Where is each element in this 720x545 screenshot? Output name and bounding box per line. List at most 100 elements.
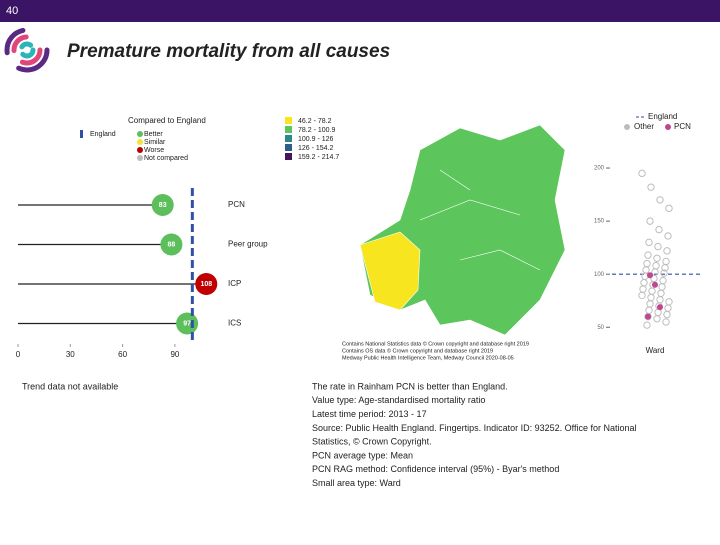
ward-point (640, 278, 648, 287)
map-legend-label: 126 - 154.2 (298, 145, 334, 152)
map-credit: Contains National Statistics data © Crow… (342, 340, 529, 347)
note-line: Statistics, © Crown Copyright. (312, 437, 432, 447)
ward-point (638, 169, 646, 178)
legend-label: Worse (144, 147, 164, 154)
lollipop-dot (160, 233, 183, 256)
note-line: Value type: Age-standardised mortality r… (312, 395, 485, 405)
map-legend-swatch (285, 144, 292, 151)
note-line: PCN RAG method: Confidence interval (95%… (312, 464, 559, 474)
ward-point (642, 266, 650, 274)
ward-point (656, 295, 664, 304)
lollipop-dot (176, 312, 199, 335)
trend-note: Trend data not available (22, 381, 118, 391)
ward-point (665, 204, 673, 213)
ward-point (657, 289, 665, 297)
map-legend-swatch (285, 117, 292, 124)
ward-point (663, 310, 671, 319)
ward-point (646, 300, 654, 308)
ward-point (655, 225, 663, 234)
slide-number: 40 (6, 5, 18, 17)
legend-label: PCN (674, 122, 691, 131)
lollipop-dot (195, 273, 218, 295)
ward-point (645, 238, 653, 247)
value-label: 97 (183, 320, 191, 327)
ward-point (654, 308, 662, 317)
ward-point (658, 283, 666, 291)
y-tick-label: 50 (597, 325, 604, 331)
map-credit: Medway Public Health Intelligence Team, … (342, 355, 514, 361)
axis-label: Ward (646, 346, 665, 355)
pcn-point (645, 313, 651, 320)
legend-label: Better (144, 131, 163, 138)
category-label: Peer group (228, 240, 268, 249)
x-tick-label: 90 (170, 350, 179, 359)
x-tick-label: 60 (118, 350, 127, 359)
ward-point (646, 217, 654, 225)
value-label: 108 (200, 281, 212, 288)
map-legend-label: 100.9 - 126 (298, 136, 334, 143)
value-label: 83 (159, 202, 167, 209)
ward-point (644, 312, 652, 321)
ward-point (664, 232, 672, 240)
legend-label: England (648, 112, 677, 121)
ward-point (662, 318, 670, 326)
y-tick-label: 100 (594, 272, 605, 278)
ward-point (647, 293, 655, 302)
map-legend-label: 46.2 - 78.2 (298, 118, 332, 125)
note-line: The rate in Rainham PCN is better than E… (312, 381, 508, 391)
legend-swatch (80, 130, 83, 138)
ward-point (654, 242, 662, 251)
legend-swatch (665, 124, 671, 130)
pcn-point (657, 304, 663, 311)
lollipop-dot (151, 194, 174, 216)
note-line: Latest time period: 2013 - 17 (312, 409, 427, 419)
legend-label: Other (634, 122, 654, 131)
value-label: 88 (168, 241, 176, 248)
ward-point (644, 251, 652, 259)
legend-swatch (137, 147, 143, 153)
category-label: ICS (228, 319, 241, 328)
map-legend-label: 159.2 - 214.7 (298, 154, 339, 161)
ward-point (659, 276, 667, 285)
ward-point (656, 196, 664, 204)
legend-label: Not compared (144, 155, 188, 162)
ward-point (645, 306, 653, 314)
map-shapes (359, 124, 566, 336)
ward-point (660, 269, 668, 277)
legend-title: Compared to England (128, 116, 206, 125)
ward-point (664, 304, 672, 312)
legend-swatch (137, 155, 143, 161)
ward-point (639, 285, 647, 293)
pcn-point (652, 281, 658, 288)
pcn-point (647, 272, 653, 279)
map-credit: Contains OS data © Crown copyright and d… (342, 347, 493, 354)
slide-title: Premature mortality from all causes (67, 41, 390, 62)
logo (4, 27, 50, 73)
legend-label: Similar (144, 139, 166, 146)
map-legend-swatch (285, 126, 292, 133)
ward-point (665, 298, 673, 306)
x-tick-label: 0 (16, 350, 21, 359)
ward-point (662, 257, 670, 266)
legend-swatch (137, 131, 143, 137)
legend-swatch (624, 124, 630, 130)
note-line: Source: Public Health England. Fingertip… (312, 423, 637, 433)
y-tick-label: 200 (594, 166, 605, 172)
x-tick-label: 30 (66, 350, 75, 359)
ward-point (652, 261, 660, 270)
ward-point (643, 321, 651, 329)
map-legend-swatch (285, 135, 292, 142)
map-legend-swatch (285, 153, 292, 160)
legend-label: England (90, 131, 116, 138)
ward-point (663, 247, 671, 255)
y-tick-label: 150 (594, 219, 605, 225)
category-label: ICP (228, 279, 241, 288)
map-legend-label: 78.2 - 100.9 (298, 127, 335, 134)
note-line: Small area type: Ward (312, 478, 401, 488)
header-bar (0, 0, 720, 22)
ward-point (643, 259, 651, 268)
legend-swatch (137, 139, 143, 145)
ward-point (647, 183, 655, 191)
ward-point (661, 264, 669, 272)
